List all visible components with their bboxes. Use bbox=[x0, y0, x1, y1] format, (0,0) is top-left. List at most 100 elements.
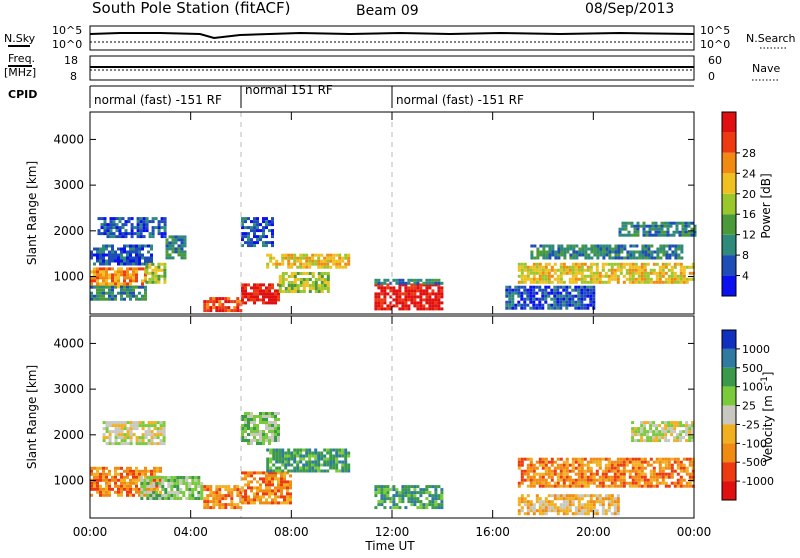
range-gate-cell bbox=[632, 253, 636, 257]
range-gate-cell bbox=[164, 479, 168, 482]
range-gate-cell bbox=[559, 503, 563, 507]
range-gate-cell bbox=[253, 232, 256, 236]
range-gate-cell bbox=[114, 256, 117, 260]
range-gate-cell bbox=[123, 256, 126, 260]
range-gate-cell bbox=[665, 244, 669, 248]
range-gate-cell bbox=[619, 265, 623, 269]
range-gate-cell bbox=[583, 274, 587, 278]
range-gate-cell bbox=[673, 421, 677, 425]
range-gate-cell bbox=[619, 469, 623, 473]
range-gate-cell bbox=[644, 256, 648, 260]
range-gate-cell bbox=[535, 481, 539, 485]
range-gate-cell bbox=[114, 469, 117, 473]
range-gate-cell bbox=[117, 276, 120, 280]
range-gate-cell bbox=[583, 277, 587, 281]
range-gate-cell bbox=[296, 451, 300, 455]
range-gate-cell bbox=[574, 288, 578, 292]
range-gate-cell bbox=[580, 265, 584, 269]
range-gate-cell bbox=[188, 485, 192, 488]
range-gate-cell bbox=[658, 469, 662, 473]
range-gate-cell bbox=[148, 220, 152, 224]
range-gate-cell bbox=[155, 491, 159, 494]
range-gate-cell bbox=[272, 262, 276, 266]
range-gate-cell bbox=[111, 279, 114, 283]
range-gate-cell bbox=[97, 217, 101, 221]
range-gate-cell bbox=[640, 472, 644, 476]
range-gate-cell bbox=[141, 439, 145, 443]
range-gate-cell bbox=[253, 286, 256, 290]
range-gate-cell bbox=[135, 262, 138, 266]
range-gate-cell bbox=[159, 466, 162, 470]
range-gate-cell bbox=[544, 288, 548, 292]
range-gate-cell bbox=[171, 244, 175, 248]
range-gate-cell bbox=[580, 509, 584, 513]
range-gate-cell bbox=[146, 491, 150, 494]
range-gate-cell bbox=[129, 267, 132, 271]
range-gate-cell bbox=[241, 226, 244, 230]
range-gate-cell bbox=[404, 289, 408, 293]
range-gate-cell bbox=[145, 220, 149, 224]
range-gate-cell bbox=[565, 271, 569, 275]
range-gate-cell bbox=[308, 284, 312, 287]
range-gate-cell bbox=[413, 488, 417, 492]
range-gate-cell bbox=[595, 265, 599, 269]
range-gate-cell bbox=[533, 244, 537, 248]
range-gate-cell bbox=[624, 227, 628, 231]
range-gate-cell bbox=[112, 232, 116, 236]
range-gate-cell bbox=[532, 481, 536, 485]
range-gate-cell bbox=[280, 474, 283, 478]
range-gate-cell bbox=[135, 469, 138, 473]
range-gate-cell bbox=[425, 301, 429, 305]
range-gate-cell bbox=[514, 288, 518, 292]
range-gate-cell bbox=[605, 250, 609, 254]
range-gate-cell bbox=[129, 421, 133, 425]
range-gate-cell bbox=[284, 290, 288, 293]
range-gate-cell bbox=[434, 301, 438, 305]
range-gate-cell bbox=[163, 280, 167, 284]
range-gate-cell bbox=[550, 274, 554, 278]
range-gate-cell bbox=[114, 427, 118, 431]
range-gate-cell bbox=[634, 484, 638, 488]
range-gate-cell bbox=[598, 457, 602, 461]
range-gate-cell bbox=[622, 463, 626, 467]
range-gate-cell bbox=[617, 253, 621, 257]
range-gate-cell bbox=[410, 278, 414, 282]
range-gate-cell bbox=[520, 280, 524, 284]
range-gate-cell bbox=[141, 469, 144, 473]
range-gate-cell bbox=[416, 289, 420, 293]
range-gate-cell bbox=[407, 295, 411, 299]
range-gate-cell bbox=[434, 298, 438, 302]
range-gate-cell bbox=[296, 265, 300, 269]
range-gate-cell bbox=[681, 233, 685, 237]
range-gate-cell bbox=[652, 466, 656, 470]
range-gate-cell bbox=[244, 498, 247, 502]
range-gate-cell bbox=[224, 497, 228, 501]
range-gate-cell bbox=[111, 267, 114, 271]
range-gate-cell bbox=[691, 475, 695, 479]
range-gate-cell bbox=[664, 481, 668, 485]
range-gate-cell bbox=[105, 475, 108, 479]
range-gate-cell bbox=[532, 274, 536, 278]
range-gate-cell bbox=[305, 272, 309, 275]
range-gate-cell bbox=[619, 463, 623, 467]
range-gate-cell bbox=[105, 282, 108, 286]
range-gate-cell bbox=[138, 424, 142, 428]
range-gate-cell bbox=[241, 295, 244, 299]
range-gate-cell bbox=[182, 491, 186, 494]
range-gate-cell bbox=[130, 235, 134, 239]
range-gate-cell bbox=[661, 427, 665, 431]
range-gate-cell bbox=[317, 256, 321, 260]
range-gate-cell bbox=[203, 488, 207, 492]
range-gate-cell bbox=[99, 288, 102, 292]
range-gate-cell bbox=[667, 466, 671, 470]
range-gate-cell bbox=[176, 479, 180, 482]
range-gate-cell bbox=[126, 291, 129, 295]
range-gate-cell bbox=[96, 478, 99, 482]
range-gate-cell bbox=[275, 454, 279, 458]
range-gate-cell bbox=[559, 294, 563, 298]
range-gate-cell bbox=[308, 457, 312, 461]
range-gate-cell bbox=[99, 256, 102, 260]
range-gate-cell bbox=[277, 430, 280, 433]
range-gate-cell bbox=[314, 281, 318, 284]
range-gate-cell bbox=[616, 494, 620, 498]
